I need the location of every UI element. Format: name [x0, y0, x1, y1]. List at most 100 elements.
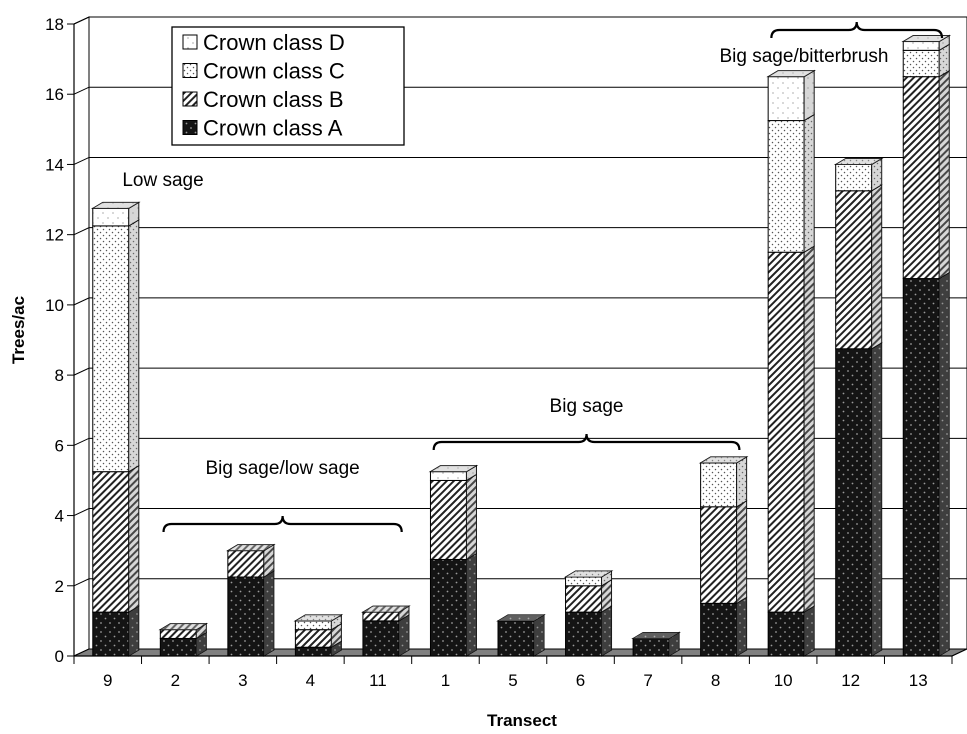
- bar-top: [901, 35, 952, 43]
- y-axis-label: Trees/ac: [9, 296, 28, 364]
- bar-segment-class-a: [632, 637, 670, 657]
- legend: Crown class D Crown class C Crown class B C…: [171, 26, 405, 146]
- bar-side-shade: [128, 606, 139, 656]
- legend-label: Crown class A: [203, 116, 343, 141]
- bar-segment-class-d: [902, 41, 940, 51]
- bar-top-shade: [227, 544, 274, 551]
- annotations: Low sage Big sage/low sage Big sage Big sag…: [122, 21, 944, 533]
- bar-top: [766, 70, 816, 78]
- bar-segment-class-c: [835, 163, 873, 192]
- brace: [162, 515, 403, 533]
- bar-segment-class-a: [767, 611, 805, 657]
- bar-group: [293, 614, 344, 657]
- bar-side-shade: [804, 606, 815, 656]
- bar-group: [563, 570, 614, 657]
- legend-swatch: [182, 63, 198, 78]
- bar-top-shade: [903, 35, 950, 42]
- annotation-group: Big sage: [432, 396, 741, 451]
- x-tick-label: 4: [306, 671, 315, 690]
- bar-group: [631, 631, 681, 657]
- bar-top: [158, 623, 209, 631]
- bar-side-shade: [939, 272, 950, 656]
- bar-segment-class-c: [700, 462, 738, 508]
- bar-side-shade: [263, 544, 274, 577]
- y-tick-label: 18: [45, 15, 64, 34]
- x-tick-label: 6: [576, 671, 585, 690]
- floor-edge: [951, 648, 967, 657]
- bar-top: [496, 614, 546, 622]
- annotation-group: Low sage: [122, 170, 203, 191]
- bar-group: [226, 543, 276, 657]
- bar-group: [90, 201, 141, 657]
- bar-top: [698, 456, 749, 464]
- x-axis-label: Transect: [487, 711, 557, 730]
- bar-side-shade: [128, 202, 139, 226]
- gridline: [73, 86, 967, 95]
- bar-segment-class-b: [227, 550, 265, 578]
- bar-segment-class-b: [565, 585, 603, 613]
- bar-side-shade: [466, 474, 477, 560]
- bar-side-shade: [196, 623, 207, 639]
- gridline: [73, 16, 967, 25]
- bar-segment-class-b: [362, 611, 400, 622]
- bar-side-shade: [804, 114, 815, 253]
- bar-top: [631, 631, 681, 639]
- bar-side-shade: [871, 184, 882, 349]
- bar-segment-class-b: [429, 479, 467, 560]
- bar-segment-class-c: [92, 225, 130, 473]
- bar-top-shade: [362, 606, 409, 613]
- gridline: [73, 227, 967, 236]
- bar-segment-class-c: [767, 120, 805, 253]
- bar-group: [901, 34, 952, 657]
- bar-side-shade: [736, 500, 747, 604]
- gridline: [73, 437, 967, 446]
- bar-segment-class-d: [429, 471, 467, 481]
- axes: [67, 23, 967, 664]
- bar-side-shade: [331, 623, 342, 648]
- annotation-label: Big sage: [550, 396, 624, 417]
- bar-top: [361, 605, 411, 613]
- bar-side-shade: [736, 597, 747, 656]
- bar-segment-class-b: [767, 251, 805, 613]
- legend-label: Crown class B: [203, 87, 344, 112]
- bar-segment-class-a: [835, 348, 873, 657]
- y-tick-label: 12: [45, 226, 64, 245]
- bar-segment-class-b: [902, 76, 940, 280]
- gridline: [73, 578, 967, 587]
- bar-segment-class-a: [700, 602, 738, 657]
- bar-segment-class-b: [835, 190, 873, 350]
- bar-segment-class-b: [92, 471, 130, 613]
- bar-group: [496, 614, 546, 657]
- x-tick-label: 8: [711, 671, 720, 690]
- bar-segment-class-a: [429, 558, 467, 657]
- bar-segment-class-d: [767, 76, 805, 122]
- bar-top: [563, 570, 614, 578]
- bar-top-shade: [295, 614, 342, 621]
- annotation-label: Low sage: [122, 170, 203, 191]
- bar-side-shade: [736, 456, 747, 507]
- bar-top-shade: [835, 158, 882, 165]
- bar-side-shade: [804, 70, 815, 121]
- bar-side-shade: [871, 158, 882, 191]
- x-tick-label: 9: [103, 671, 112, 690]
- annotation-group: Big sage/bitterbrush: [720, 21, 944, 67]
- x-tick-label: 5: [508, 671, 517, 690]
- bar-group: [766, 69, 816, 657]
- bar-top: [293, 614, 344, 622]
- side-wall: [73, 16, 90, 657]
- bar-segment-class-a: [565, 611, 603, 657]
- bar-top-shade: [430, 465, 477, 472]
- bar-segment-class-a: [362, 620, 400, 657]
- brace: [770, 21, 944, 39]
- annotation-label: Big sage/low sage: [206, 458, 360, 479]
- annotation-label: Big sage/bitterbrush: [720, 46, 889, 67]
- bar-segment-class-c: [294, 620, 332, 631]
- legend-label: Crown class C: [203, 59, 345, 84]
- bar-top-shade: [160, 623, 207, 630]
- y-tick-label: 10: [45, 296, 64, 315]
- bar-top: [90, 201, 141, 209]
- bar-side-shade: [601, 579, 612, 613]
- y-tick-labels: 0 2 4 6 8 10 12 14 16 18: [45, 15, 64, 666]
- bar-side-shade: [331, 641, 342, 656]
